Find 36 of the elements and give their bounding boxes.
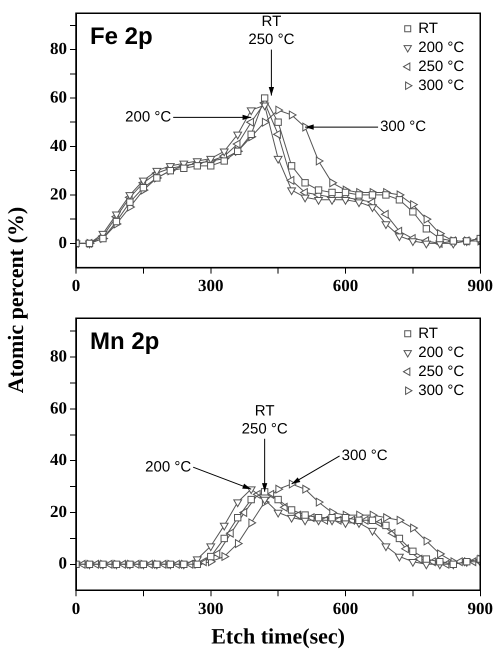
annotation: RT 250 °C — [248, 13, 295, 48]
x-tick-label: 600 — [332, 276, 358, 296]
y-tick-label: 20 — [50, 184, 67, 204]
annotation: 300 °C — [342, 447, 388, 464]
x-tick-label: 0 — [72, 598, 80, 618]
legend-label: 200 °C — [418, 38, 464, 56]
x-axis-title: Etch time(sec) — [211, 623, 346, 648]
y-tick-label: 80 — [50, 38, 67, 58]
x-tick-label: 900 — [468, 276, 493, 296]
y-tick-label: 60 — [50, 398, 67, 418]
y-tick-label: 20 — [50, 502, 67, 521]
legend-label: 300 °C — [418, 382, 464, 399]
annotation: 300 °C — [380, 118, 426, 136]
annotation: 200 °C — [125, 108, 172, 126]
chart-title: Fe 2p — [90, 22, 153, 50]
x-tick-label: 0 — [72, 276, 80, 296]
y-tick-label: 0 — [58, 232, 67, 252]
y-tick-label: 0 — [58, 554, 67, 573]
x-tick-label: 300 — [198, 276, 224, 296]
y-axis-title: Atomic percent (%) — [3, 206, 29, 394]
legend-label: 250 °C — [418, 362, 464, 380]
x-tick-label: 600 — [332, 598, 358, 618]
y-tick-label: 80 — [50, 346, 67, 366]
y-tick-label: 40 — [50, 136, 67, 155]
x-tick-label: 900 — [468, 598, 493, 618]
annotation: 200 °C — [145, 458, 192, 476]
legend-label: RT — [418, 20, 438, 37]
chart-title: Mn 2p — [90, 328, 160, 355]
y-tick-label: 60 — [50, 87, 67, 106]
annotation: RT 250 °C — [242, 402, 288, 438]
legend-label: 200 °C — [418, 344, 464, 361]
y-tick-label: 40 — [50, 450, 67, 470]
legend-label: 300 °C — [418, 76, 464, 94]
x-tick-label: 300 — [198, 598, 224, 618]
legend-label: RT — [418, 324, 438, 342]
legend-label: 250 °C — [418, 58, 464, 75]
